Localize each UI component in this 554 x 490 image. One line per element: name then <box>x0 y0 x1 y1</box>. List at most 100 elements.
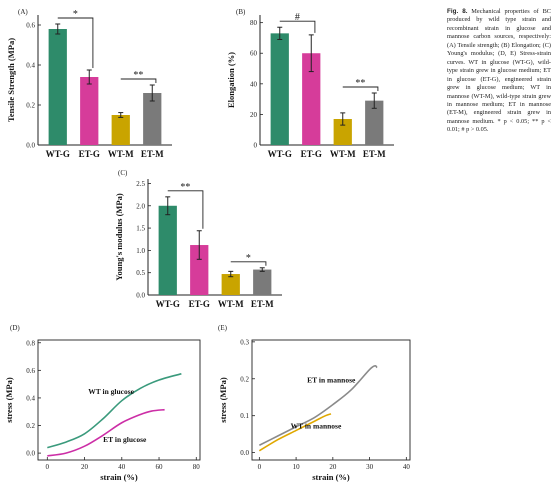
significance-bracket <box>167 190 204 229</box>
stress-strain-glucose-chart: (D) 0.0 0.2 0.4 0.6 0.8 0 20 40 60 80 strain (%) str… <box>4 324 201 482</box>
y-axis-label: stress (MPa) <box>4 377 14 423</box>
y-tick-label: 60 <box>250 50 258 58</box>
caption-label: Fig. 8. <box>447 8 468 15</box>
category-label: ET-M <box>141 149 164 159</box>
bar-et-m <box>365 100 384 145</box>
elongation-chart: (B) 0 20 40 60 80 Elongation (%) WT-G ET-G WT-M ET… <box>226 8 394 159</box>
significance-bracket <box>230 261 267 266</box>
category-label: WT-G <box>46 149 70 159</box>
bar-et-g <box>80 77 99 145</box>
series-line-0 <box>258 365 378 446</box>
y-tick-label: 1.5 <box>136 225 145 233</box>
y-tick-label: 0.6 <box>26 22 35 30</box>
significance-label: ** <box>133 70 143 81</box>
stress-strain-mannose-chart: (E) 0.0 0.1 0.2 0.3 0 10 20 30 40 strain (%) stress… <box>218 324 411 482</box>
panel-b-elongation: (B) 0 20 40 60 80 Elongation (%) WT-G ET-G WT-M ET… <box>222 0 442 165</box>
series-line-1 <box>47 408 165 457</box>
y-axis-label: Young's modulus (MPa) <box>114 193 124 281</box>
y-tick-label: 0.0 <box>26 142 35 150</box>
category-label: WT-G <box>268 149 292 159</box>
x-axis-label: strain (%) <box>312 472 350 482</box>
y-tick-label: 0 <box>254 142 258 150</box>
y-tick-label: 0.5 <box>136 269 145 277</box>
y-axis-label: stress (MPa) <box>218 377 228 423</box>
x-tick-label: 0 <box>258 463 262 471</box>
series-label: WT in glucose <box>88 387 134 396</box>
x-tick-label: 20 <box>81 463 89 471</box>
x-tick-label: 0 <box>46 463 50 471</box>
bar-wt-m <box>111 115 130 145</box>
series-label: WT in mannose <box>291 422 342 431</box>
significance-bracket <box>57 17 94 68</box>
caption-text: Mechanical properties of BC produced by … <box>447 8 551 134</box>
series-line-0 <box>47 373 182 449</box>
series-line-1 <box>258 413 332 452</box>
x-tick-label: 30 <box>366 463 374 471</box>
category-label: ET-M <box>363 149 386 159</box>
y-tick-label: 0.8 <box>26 339 35 347</box>
bar-et-m <box>143 93 162 145</box>
y-tick-label: 80 <box>250 19 258 27</box>
y-tick-label: 20 <box>250 111 258 119</box>
panel-label: (A) <box>18 8 28 16</box>
significance-label: ** <box>355 78 365 89</box>
y-tick-label: 0.2 <box>26 422 35 430</box>
y-axis-label: Elongation (%) <box>226 52 236 108</box>
x-tick-label: 10 <box>293 463 301 471</box>
y-axis-label: Tensile Strength (MPa) <box>6 38 16 122</box>
panel-label: (D) <box>10 324 20 332</box>
significance-bracket <box>342 86 379 91</box>
y-tick-label: 0.4 <box>26 394 35 402</box>
significance-label: ** <box>180 182 190 193</box>
y-tick-label: 0.0 <box>136 292 145 300</box>
bar-et-m <box>253 269 272 295</box>
x-tick-label: 80 <box>193 463 201 471</box>
y-tick-label: 0.6 <box>26 367 35 375</box>
panel-e-stress-strain-mannose: (E) 0.0 0.1 0.2 0.3 0 10 20 30 40 strain (%) stress… <box>210 318 420 490</box>
category-label: WT-M <box>108 149 134 159</box>
bar-wt-g <box>48 29 67 145</box>
series-label: ET in mannose <box>307 375 356 384</box>
significance-bracket <box>279 20 316 33</box>
bar-et-g <box>302 53 321 146</box>
category-label: WT-M <box>330 149 356 159</box>
panel-d-stress-strain-glucose: (D) 0.0 0.2 0.4 0.6 0.8 0 20 40 60 80 strain (%) str… <box>0 318 210 490</box>
x-axis-label: strain (%) <box>100 472 138 482</box>
y-tick-label: 0.2 <box>26 102 35 110</box>
significance-bracket <box>120 78 157 83</box>
x-tick-label: 20 <box>329 463 337 471</box>
y-tick-label: 40 <box>250 80 258 88</box>
significance-label: * <box>246 253 251 264</box>
category-label: WT-M <box>218 299 244 309</box>
plot-frame <box>37 339 201 461</box>
y-tick-label: 2.0 <box>136 202 145 210</box>
panel-c-youngs-modulus: (C) 0.0 0.5 1.0 1.5 2.0 2.5 Young's modulus (MP… <box>110 165 330 310</box>
bar-et-g <box>190 245 209 295</box>
bar-wt-m <box>221 274 240 295</box>
significance-label: # <box>295 12 300 23</box>
tensile-strength-chart: (A) 0.0 0.2 0.4 0.6 Tensile Strength (MPa) WT-… <box>6 8 172 159</box>
plot-frame <box>251 339 411 461</box>
x-tick-label: 40 <box>403 463 411 471</box>
youngs-modulus-chart: (C) 0.0 0.5 1.0 1.5 2.0 2.5 Young's modulus (MP… <box>114 169 282 309</box>
significance-label: * <box>73 9 78 20</box>
panel-label: (B) <box>236 8 246 16</box>
x-tick-label: 40 <box>118 463 126 471</box>
y-tick-label: 2.5 <box>136 180 145 188</box>
category-label: ET-M <box>251 299 274 309</box>
y-tick-label: 0.3 <box>240 338 249 346</box>
bar-wt-g <box>158 205 177 295</box>
y-tick-label: 0.2 <box>240 375 249 383</box>
category-label: WT-G <box>156 299 180 309</box>
bar-wt-m <box>333 119 352 145</box>
y-tick-label: 0.4 <box>26 62 35 70</box>
panel-label: (C) <box>118 169 128 177</box>
bar-wt-g <box>270 33 289 146</box>
category-label: ET-G <box>301 149 322 159</box>
figure-caption: Fig. 8. Mechanical properties of BC prod… <box>447 8 551 135</box>
category-label: ET-G <box>189 299 210 309</box>
y-tick-label: 1.0 <box>136 247 145 255</box>
category-label: ET-G <box>79 149 100 159</box>
series-label: ET in glucose <box>103 435 147 444</box>
panel-a-tensile-strength: (A) 0.0 0.2 0.4 0.6 Tensile Strength (MPa) WT-… <box>0 0 220 165</box>
